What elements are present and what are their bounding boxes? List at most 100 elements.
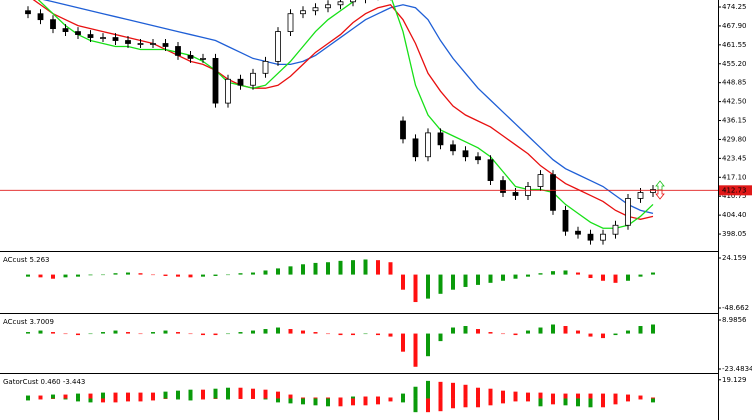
gator-bar — [251, 398, 255, 399]
alligator-line — [32, 0, 654, 220]
histogram-bar — [626, 330, 630, 334]
gator-bar — [638, 395, 643, 399]
y-tick-label: 467.90 — [722, 22, 747, 30]
candle-body — [75, 31, 81, 35]
histogram-bar — [551, 271, 555, 275]
histogram-bar — [388, 333, 393, 337]
gator-bar — [126, 398, 130, 402]
histogram-bar — [126, 272, 130, 275]
histogram-bar — [63, 333, 68, 335]
histogram-bar — [588, 274, 593, 279]
histogram-bar — [313, 332, 318, 334]
histogram-bar — [101, 332, 105, 334]
candle-body — [625, 198, 631, 226]
histogram-bar — [163, 330, 168, 334]
histogram-bar — [376, 260, 380, 275]
last-price-box — [719, 185, 752, 196]
candle-body — [162, 43, 169, 47]
y-tick-label: 8.9856 — [722, 316, 747, 324]
gator-bar — [338, 398, 343, 407]
y-tick-label: 442.50 — [722, 98, 747, 106]
gator-bar — [576, 393, 580, 399]
histogram-bar — [601, 274, 605, 281]
candle-body — [250, 72, 256, 86]
gator-bar — [113, 398, 118, 403]
gator-bar — [601, 393, 605, 399]
candle-body — [462, 150, 469, 158]
panel-title: ACcust 5.263 — [3, 256, 50, 264]
fractal-up-arrow — [655, 180, 665, 191]
y-tick-label: 429.80 — [722, 135, 747, 143]
candle-body — [200, 58, 206, 60]
candle-body — [512, 192, 519, 196]
histogram-bar — [351, 333, 355, 336]
gator-bar — [438, 398, 443, 412]
gator-bar — [413, 386, 418, 399]
candle-body — [325, 4, 331, 9]
candle-body — [25, 10, 31, 15]
gator-bar — [226, 387, 230, 399]
y-tick-label: 417.10 — [722, 173, 747, 181]
histogram-bar — [26, 274, 30, 277]
panel-title: ACcust 3.7009 — [3, 318, 54, 326]
gator-bar — [376, 396, 380, 399]
gator-bar — [501, 390, 505, 399]
histogram-bar — [288, 266, 293, 275]
histogram-bar — [463, 326, 468, 334]
histogram-bar — [476, 274, 480, 285]
y-tick-label: 24.159 — [722, 254, 747, 262]
gator-bar — [351, 396, 355, 399]
histogram-bar — [363, 259, 368, 275]
candle-body — [150, 43, 156, 45]
gator-bar — [88, 398, 93, 403]
histogram-bar — [426, 274, 430, 299]
histogram-bar — [176, 274, 180, 277]
gator-bar — [251, 388, 255, 399]
histogram-bar — [263, 270, 268, 275]
candle-body — [400, 120, 406, 140]
histogram-bar — [576, 330, 580, 334]
candle-body — [337, 1, 344, 6]
candle-body — [212, 58, 219, 104]
gator-bar — [151, 392, 155, 399]
gator-bar — [63, 394, 68, 399]
histogram-bar — [376, 333, 380, 336]
histogram-bar — [438, 333, 443, 342]
gator-bar — [201, 389, 205, 399]
gator-bar — [426, 380, 430, 399]
histogram-bar — [463, 274, 468, 287]
gator-bar — [101, 398, 105, 403]
histogram-bar — [251, 330, 255, 334]
gator-bar — [226, 398, 230, 400]
candle-body — [612, 224, 619, 235]
histogram-bar — [263, 329, 268, 334]
candle-body — [237, 78, 244, 86]
candle-body — [412, 138, 419, 158]
candle-body — [575, 230, 581, 235]
gator-bar — [463, 398, 468, 408]
y-tick-label: -23.4834 — [722, 365, 752, 373]
gator-bar — [526, 398, 530, 402]
gator-bar — [188, 389, 193, 399]
gator-bar — [151, 398, 155, 401]
gator-bar — [138, 398, 143, 402]
candle-body — [537, 174, 544, 187]
candle-body — [350, 0, 356, 3]
histogram-bar — [126, 332, 130, 334]
candle-body — [262, 60, 269, 74]
gator-bar — [176, 390, 180, 399]
candle-body — [550, 174, 556, 211]
gator-bar — [601, 398, 605, 408]
histogram-bar — [213, 333, 218, 336]
gator-bar — [488, 398, 493, 406]
gator-bar — [526, 392, 530, 399]
gator-bar — [163, 398, 168, 399]
histogram-bar — [88, 274, 93, 276]
candle-body — [525, 186, 531, 196]
histogram-bar — [451, 327, 455, 334]
histogram-bar — [301, 330, 305, 334]
gator-bar — [313, 397, 318, 399]
candle-body — [125, 40, 131, 44]
y-tick-label: 19.129 — [722, 376, 747, 384]
histogram-bar — [113, 273, 118, 275]
